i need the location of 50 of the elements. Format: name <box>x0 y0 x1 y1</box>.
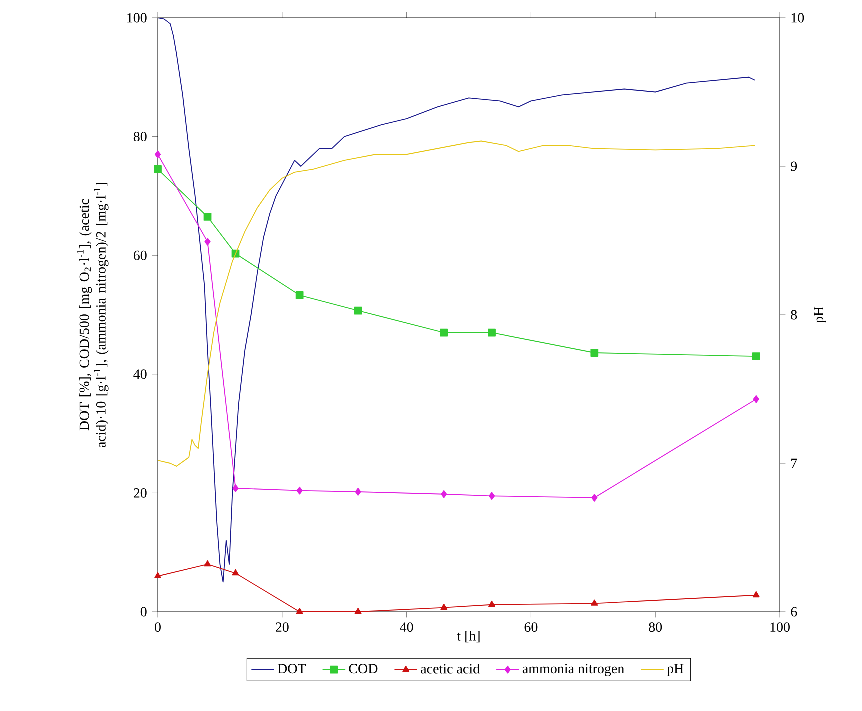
y2-axis-title: pH <box>814 306 826 324</box>
point <box>441 490 448 498</box>
y-tick-label: 40 <box>134 370 147 380</box>
y2-tick-label: 8 <box>791 310 798 320</box>
point <box>592 494 598 502</box>
point <box>753 395 760 404</box>
point <box>154 150 162 159</box>
y2-tick-label: 6 <box>791 607 798 617</box>
point <box>752 591 760 598</box>
y-tick-label: 0 <box>140 607 147 617</box>
point <box>204 560 212 567</box>
y-tick-label: 100 <box>128 13 147 23</box>
point <box>296 291 304 300</box>
legend-label: pH <box>667 664 684 676</box>
x-tick-label: 80 <box>649 622 662 632</box>
y-tick-label: 60 <box>134 250 147 260</box>
y2-tick-label: 10 <box>792 13 804 23</box>
point <box>154 572 162 579</box>
point <box>296 608 304 614</box>
point <box>354 608 362 614</box>
point <box>355 488 362 496</box>
point <box>296 486 303 495</box>
legend-label: ammonia nitrogen <box>522 664 624 676</box>
point <box>154 166 162 174</box>
x-tick-label: 40 <box>400 622 414 632</box>
point <box>488 328 496 337</box>
point <box>488 492 496 500</box>
x-tick-label: 100 <box>770 622 790 632</box>
x-tick-label: 0 <box>155 622 161 632</box>
y2-tick-label: 9 <box>791 162 798 172</box>
point <box>232 569 240 576</box>
legend-label: COD <box>349 664 378 674</box>
x-tick-label: 20 <box>276 622 289 632</box>
point <box>591 600 598 606</box>
x-tick-label: 60 <box>524 622 538 632</box>
point <box>232 484 239 492</box>
point <box>354 306 362 315</box>
x-axis-title: t [h] <box>457 631 480 643</box>
point <box>204 213 212 221</box>
y-tick-label: 20 <box>134 488 147 498</box>
point <box>440 604 448 610</box>
point <box>488 600 496 608</box>
point <box>204 238 211 246</box>
y2-tick-label: 7 <box>792 458 798 468</box>
point <box>590 349 599 357</box>
legend-label: acetic acid <box>421 664 480 674</box>
y-tick-label: 80 <box>134 132 147 142</box>
legend-label: DOT <box>278 664 306 674</box>
point <box>752 352 760 361</box>
point <box>440 328 448 337</box>
